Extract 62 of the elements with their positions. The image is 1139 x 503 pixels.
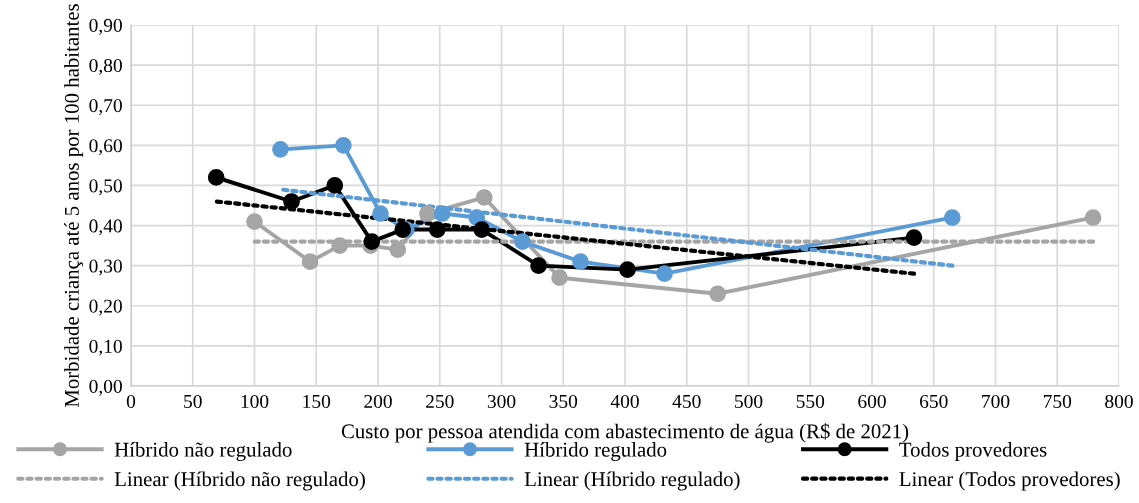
- point: [473, 221, 491, 238]
- point: [572, 253, 589, 270]
- y-tick-label: 0,10: [89, 339, 122, 356]
- point: [207, 169, 225, 186]
- point: [619, 261, 636, 279]
- point: [394, 221, 412, 238]
- point: [428, 221, 446, 238]
- legend-label: Todos provedores: [899, 442, 1047, 461]
- x-tick-label: 500: [735, 394, 763, 409]
- x-tick-label: 650: [920, 394, 948, 409]
- y-tick-label: 0,90: [89, 18, 122, 35]
- x-tick-label: 800: [1105, 394, 1133, 409]
- point: [551, 269, 568, 287]
- x-tick-label: 250: [426, 394, 454, 409]
- point: [389, 241, 407, 258]
- point: [433, 205, 451, 222]
- point: [656, 265, 673, 283]
- legend-label: Linear (Híbrido não regulado): [114, 471, 365, 491]
- point: [272, 141, 289, 158]
- y-tick-label: 0,40: [89, 219, 122, 236]
- point: [301, 253, 319, 270]
- legend-label: Híbrido não regulado: [114, 442, 292, 461]
- y-tick-label: 0,70: [89, 99, 122, 115]
- point: [372, 205, 389, 222]
- legend-label: Linear (Todos provedores): [899, 471, 1120, 491]
- point: [246, 213, 263, 230]
- y-tick-label: 0,50: [89, 179, 122, 196]
- point: [331, 237, 349, 254]
- y-axis-title: Morbidade criança até 5 anos por 100 habitantes: [64, 4, 84, 408]
- point: [335, 136, 352, 154]
- y-tick-label: 0,20: [89, 299, 122, 316]
- x-tick-label: 350: [549, 394, 578, 409]
- x-axis-title: Custo por pessoa atendida com abastecimento de água (R$ de 2021): [341, 423, 909, 443]
- point: [475, 189, 493, 206]
- x-tick-label: 0: [126, 394, 136, 409]
- y-tick-label: 0,00: [89, 379, 122, 396]
- x-tick-label: 750: [1043, 394, 1072, 409]
- x-tick-label: 700: [982, 394, 1010, 409]
- point: [514, 233, 531, 250]
- point: [709, 285, 726, 303]
- x-tick-label: 450: [672, 394, 701, 409]
- x-tick-label: 400: [610, 394, 639, 409]
- x-tick-label: 150: [303, 394, 331, 409]
- y-tick-label: 0,60: [89, 139, 122, 156]
- y-tick-label: 0,30: [89, 259, 122, 276]
- point: [363, 233, 381, 250]
- point: [905, 229, 923, 246]
- legend-label: Híbrido regulado: [524, 442, 667, 461]
- point: [943, 209, 961, 226]
- point: [530, 257, 547, 275]
- x-tick-label: 300: [487, 394, 516, 409]
- point: [283, 193, 300, 210]
- x-tick-label: 50: [184, 394, 202, 409]
- x-tick-label: 200: [364, 394, 392, 409]
- x-tick-label: 100: [241, 394, 269, 409]
- y-tick-label: 0,80: [89, 58, 122, 75]
- point: [1084, 209, 1102, 226]
- legend-label: Linear (Híbrido regulado): [524, 471, 740, 491]
- point: [326, 177, 344, 194]
- point: [419, 205, 436, 222]
- x-tick-label: 600: [858, 394, 886, 409]
- x-tick-label: 550: [796, 394, 825, 409]
